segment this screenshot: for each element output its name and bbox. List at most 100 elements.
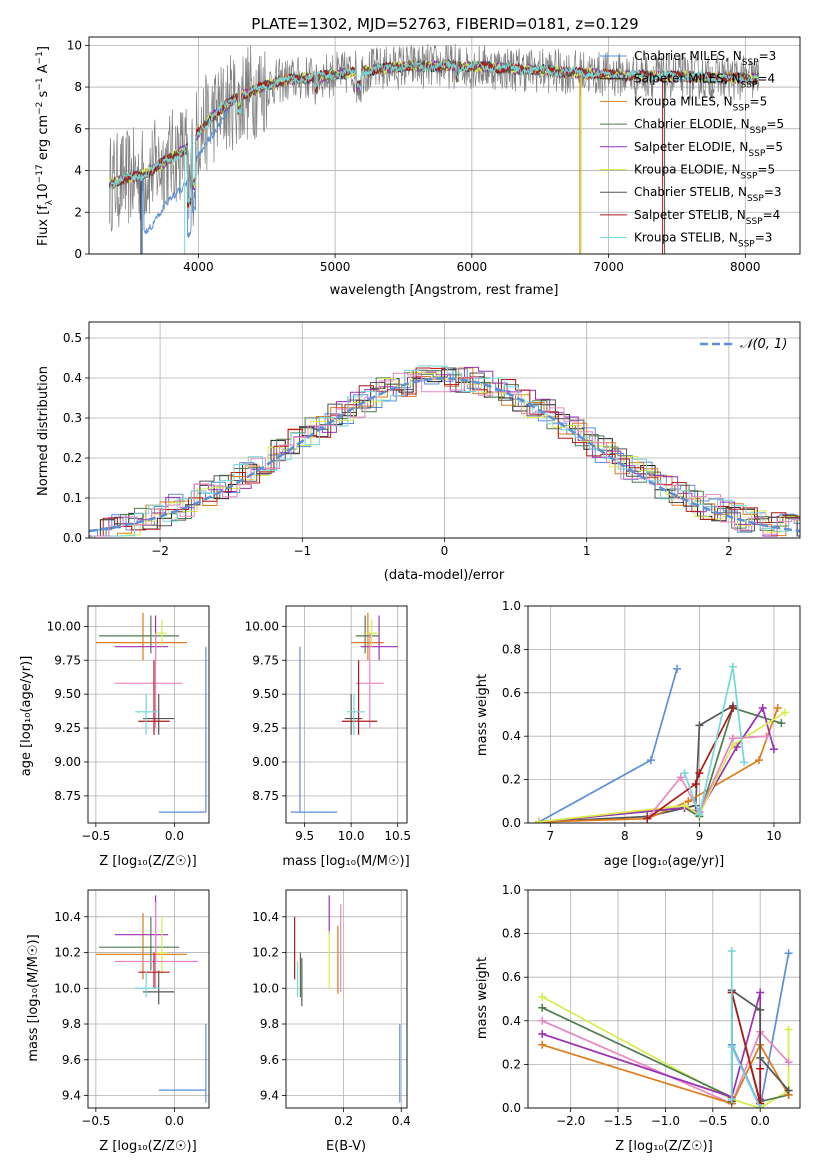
legend-entry: Chabrier STELIB, NSSP=3	[634, 185, 782, 204]
age-mass-ytick-label: 8.75	[252, 789, 279, 803]
mass-ebv-ytick-label: 9.4	[260, 1088, 279, 1102]
age-vs-z-panel: −0.5 0.0 8.75 9.00 9.25 9.50 9.75 10.00	[47, 605, 210, 843]
histogram-xlabel: (data-model)/error	[384, 568, 505, 583]
mass-weight-marker	[756, 1104, 765, 1108]
mw-age-ytick-label: 0.2	[502, 773, 521, 787]
mass-weight-marker	[769, 745, 778, 754]
mw-age-xtick-label: 8	[621, 829, 629, 843]
age-mass-frame	[285, 605, 408, 824]
mass-weight-marker	[762, 732, 771, 741]
age-mass-plot-area	[290, 612, 398, 813]
mass-weight-marker	[727, 1095, 736, 1104]
histogram-series	[91, 372, 800, 538]
mass-ebv-ytick-label: 10.2	[252, 946, 279, 960]
mass-weight-marker	[538, 1003, 547, 1012]
spectrum-ytick-label: 6	[74, 122, 82, 136]
mass-weight-line	[541, 1020, 790, 1105]
age-z-xtick-label: −0.5	[81, 829, 110, 843]
spectrum-xtick-label: 7000	[593, 260, 624, 274]
spectrum-panel: 4000 5000 6000 7000 8000 0 2 4 6 8 10 Chabrier MILE…	[67, 36, 801, 274]
histogram-series	[89, 367, 800, 537]
normal-legend-label: 𝒩(0, 1)	[740, 337, 787, 352]
age-z-plot-area	[95, 612, 207, 813]
histogram-series	[89, 371, 800, 537]
mass-weight-marker	[784, 1058, 793, 1067]
mw-age-ytick-label: 0.0	[502, 816, 521, 830]
age-mass-xtick-label: 10.5	[384, 829, 411, 843]
histogram-xtick-label: 0	[441, 544, 449, 558]
mass-weight-marker	[784, 1086, 793, 1095]
mass-weight-marker	[538, 1040, 547, 1049]
mw-z-ylabel: mass weight	[475, 957, 490, 1039]
mass-weight-marker	[684, 797, 693, 806]
age-z-frame	[87, 605, 210, 824]
age-z-ytick-label: 9.00	[54, 755, 81, 769]
mw-age-ytick-label: 0.4	[502, 729, 521, 743]
histogram-xtick-label: −1	[293, 544, 311, 558]
histogram-ylabel: Normed distribution	[36, 366, 51, 496]
mass-z-ylabel: mass [log₁₀(M/M☉)]	[26, 934, 41, 1061]
spectrum-ylabel: Flux [fλ10−17 erg cm−2 s−1 A−1]	[35, 46, 55, 246]
mass-weight-marker	[756, 1005, 765, 1014]
mass-weight-marker	[673, 664, 682, 673]
spectrum-ytick-label: 8	[74, 80, 82, 94]
mass-z-ytick-label: 9.4	[62, 1088, 81, 1102]
spectrum-ytick-label: 10	[67, 38, 82, 52]
histogram-xtick-label: 2	[725, 544, 733, 558]
mass-weight-marker	[538, 1029, 547, 1038]
mass-weight-marker	[680, 801, 689, 810]
histogram-series	[91, 365, 800, 538]
mass-ebv-xlabel: E(B-V)	[326, 1139, 366, 1154]
age-z-ytick-label: 10.00	[47, 619, 81, 633]
mw-z-plot-area	[538, 947, 793, 1108]
mass-weight-marker	[727, 947, 736, 956]
spectrum-xtick-label: 5000	[320, 260, 351, 274]
histogram-series	[89, 369, 800, 537]
mass-weight-marker	[695, 769, 704, 778]
spectrum-xtick-label: 8000	[730, 260, 761, 274]
age-z-ytick-label: 8.75	[54, 789, 81, 803]
spectrum-frame	[88, 36, 801, 255]
mass-weight-marker	[773, 703, 782, 712]
mass-ebv-frame	[285, 889, 408, 1109]
age-mass-ytick-label: 9.25	[252, 721, 279, 735]
mass-ebv-ytick-label: 9.8	[260, 1017, 279, 1031]
spectrum-xtick-label: 4000	[183, 260, 214, 274]
legend-entry: Chabrier ELODIE, NSSP=5	[634, 117, 784, 136]
mw-age-ytick-label: 0.6	[502, 686, 521, 700]
histogram-ytick-label: 0.2	[63, 451, 82, 465]
age-mass-xtick-label: 9.5	[295, 829, 314, 843]
histogram-xtick-label: −2	[151, 544, 169, 558]
histogram-frame	[88, 321, 801, 539]
model-line-kroupa-stelib	[109, 59, 760, 204]
mass-weight-marker	[784, 949, 793, 958]
histogram-ytick-label: 0.1	[63, 491, 82, 505]
mass-weight-marker	[538, 1016, 547, 1025]
histogram-plot-area	[89, 365, 800, 538]
histogram-series	[94, 366, 800, 538]
mass-weight-marker	[756, 1053, 765, 1062]
mass-z-ytick-label: 10.0	[54, 981, 81, 995]
mw-age-frame	[527, 605, 801, 824]
mass-weight-marker	[756, 1064, 765, 1073]
mass-weight-marker	[727, 1042, 736, 1051]
mass-ebv-ytick-label: 10.4	[252, 910, 279, 924]
mass-weight-line	[538, 668, 678, 823]
mass-ebv-xtick-label: 0.2	[334, 1114, 353, 1128]
mw-z-ytick-label: 0.6	[502, 970, 521, 984]
mw-z-frame	[527, 889, 801, 1109]
mw-z-xlabel: Z [log₁₀(Z/Z☉)]	[615, 1139, 712, 1154]
age-mass-ytick-label: 9.50	[252, 687, 279, 701]
mw-z-xtick-label: −1.0	[651, 1114, 680, 1128]
mass-z-xlabel: Z [log₁₀(Z/Z☉)]	[99, 1139, 196, 1154]
mass-weight-marker	[695, 810, 704, 819]
mass-weight-line	[541, 996, 790, 1108]
mass-z-ytick-label: 10.4	[54, 910, 81, 924]
mass-weight-marker	[643, 814, 652, 823]
age-mass-ytick-label: 9.00	[252, 755, 279, 769]
spectrum-ytick-label: 2	[74, 205, 82, 219]
age-z-ytick-label: 9.75	[54, 653, 81, 667]
histogram-series	[94, 372, 800, 538]
mw-age-xtick-label: 7	[547, 829, 555, 843]
age-mass-xtick-label: 10.0	[338, 829, 365, 843]
